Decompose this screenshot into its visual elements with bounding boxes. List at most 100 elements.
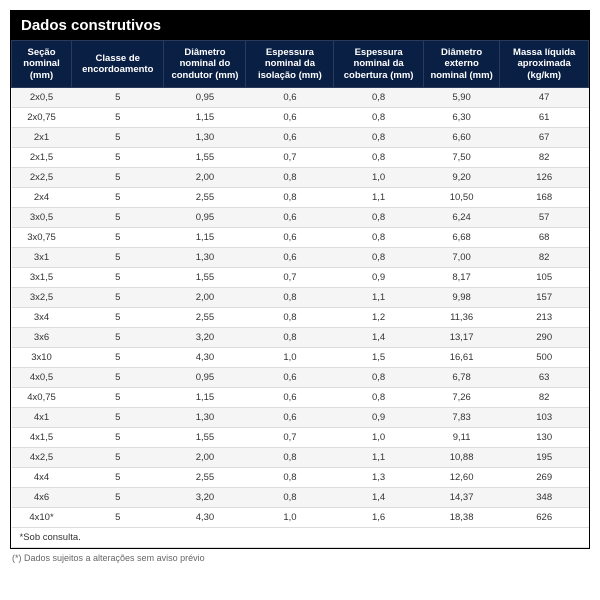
table-cell: 5: [72, 328, 164, 348]
table-cell: 0,6: [246, 88, 334, 108]
table-cell: 0,8: [334, 128, 423, 148]
table-cell: 348: [500, 488, 589, 508]
table-cell: 4x2,5: [12, 448, 72, 468]
table-cell: 1,1: [334, 188, 423, 208]
table-cell: 0,8: [246, 468, 334, 488]
table-cell: 0,6: [246, 248, 334, 268]
table-cell: 105: [500, 268, 589, 288]
table-cell: 3x1: [12, 248, 72, 268]
table-cell: 4x6: [12, 488, 72, 508]
table-cell: 0,8: [334, 228, 423, 248]
table-cell: 8,17: [423, 268, 500, 288]
table-cell: 1,4: [334, 488, 423, 508]
table-cell: 82: [500, 148, 589, 168]
footnote-row: *Sob consulta.: [12, 528, 589, 548]
table-cell: 500: [500, 348, 589, 368]
table-cell: 3x6: [12, 328, 72, 348]
table-row: 2x452,550,81,110,50168: [12, 188, 589, 208]
table-cell: 5: [72, 148, 164, 168]
table-cell: 4x10*: [12, 508, 72, 528]
table-cell: 0,8: [246, 288, 334, 308]
table-cell: 1,0: [246, 508, 334, 528]
table-cell: 5: [72, 308, 164, 328]
table-cell: 1,0: [334, 168, 423, 188]
table-cell: 2,55: [164, 468, 246, 488]
table-cell: 1,4: [334, 328, 423, 348]
table-cell: 3,20: [164, 328, 246, 348]
table-row: 2x151,300,60,86,6067: [12, 128, 589, 148]
table-cell: 126: [500, 168, 589, 188]
table-row: 2x1,551,550,70,87,5082: [12, 148, 589, 168]
table-cell: 1,6: [334, 508, 423, 528]
table-cell: 2x4: [12, 188, 72, 208]
table-cell: 3x10: [12, 348, 72, 368]
table-cell: 0,6: [246, 368, 334, 388]
table-cell: 0,9: [334, 408, 423, 428]
table-cell: 3,20: [164, 488, 246, 508]
table-cell: 0,8: [334, 148, 423, 168]
table-cell: 0,95: [164, 88, 246, 108]
table-row: 3x151,300,60,87,0082: [12, 248, 589, 268]
table-cell: 2x0,75: [12, 108, 72, 128]
table-cell: 1,15: [164, 388, 246, 408]
table-cell: 3x2,5: [12, 288, 72, 308]
table-cell: 82: [500, 248, 589, 268]
table-cell: 5: [72, 488, 164, 508]
table-cell: 168: [500, 188, 589, 208]
table-cell: 0,95: [164, 208, 246, 228]
table-cell: 0,8: [334, 108, 423, 128]
table-cell: 290: [500, 328, 589, 348]
table-cell: 1,55: [164, 428, 246, 448]
table-cell: 0,8: [246, 328, 334, 348]
table-container: Dados construtivos Seção nominal (mm)Cla…: [10, 10, 590, 549]
table-row: 4x0,7551,150,60,87,2682: [12, 388, 589, 408]
table-cell: 0,6: [246, 128, 334, 148]
table-cell: 12,60: [423, 468, 500, 488]
table-cell: 213: [500, 308, 589, 328]
table-cell: 14,37: [423, 488, 500, 508]
table-cell: 68: [500, 228, 589, 248]
table-cell: 5: [72, 348, 164, 368]
table-cell: 5: [72, 288, 164, 308]
table-cell: 0,9: [334, 268, 423, 288]
table-cell: 0,8: [334, 388, 423, 408]
table-cell: 0,8: [334, 368, 423, 388]
table-cell: 2,00: [164, 168, 246, 188]
table-cell: 6,30: [423, 108, 500, 128]
table-cell: 5: [72, 208, 164, 228]
table-cell: 626: [500, 508, 589, 528]
table-row: 3x0,7551,150,60,86,6868: [12, 228, 589, 248]
table-cell: 1,15: [164, 228, 246, 248]
column-header-4: Espessura nominal da cobertura (mm): [334, 41, 423, 88]
table-cell: 2,00: [164, 288, 246, 308]
table-cell: 13,17: [423, 328, 500, 348]
footnote-text: *Sob consulta.: [12, 528, 589, 548]
table-cell: 0,95: [164, 368, 246, 388]
table-cell: 0,6: [246, 108, 334, 128]
table-cell: 57: [500, 208, 589, 228]
table-cell: 6,68: [423, 228, 500, 248]
table-row: 2x0,7551,150,60,86,3061: [12, 108, 589, 128]
table-cell: 18,38: [423, 508, 500, 528]
table-cell: 2x2,5: [12, 168, 72, 188]
table-cell: 2x1,5: [12, 148, 72, 168]
table-cell: 4x1: [12, 408, 72, 428]
table-cell: 3x1,5: [12, 268, 72, 288]
table-cell: 0,7: [246, 148, 334, 168]
table-cell: 5: [72, 468, 164, 488]
table-cell: 9,98: [423, 288, 500, 308]
table-cell: 5,90: [423, 88, 500, 108]
table-cell: 0,7: [246, 428, 334, 448]
table-cell: 6,60: [423, 128, 500, 148]
table-cell: 4,30: [164, 508, 246, 528]
table-cell: 4x0,75: [12, 388, 72, 408]
table-row: 3x0,550,950,60,86,2457: [12, 208, 589, 228]
table-cell: 1,1: [334, 448, 423, 468]
table-cell: 1,55: [164, 148, 246, 168]
table-row: 2x0,550,950,60,85,9047: [12, 88, 589, 108]
table-cell: 10,88: [423, 448, 500, 468]
table-cell: 2x0,5: [12, 88, 72, 108]
table-header: Seção nominal (mm)Classe de encordoament…: [12, 41, 589, 88]
table-row: 4x151,300,60,97,83103: [12, 408, 589, 428]
table-cell: 0,6: [246, 408, 334, 428]
